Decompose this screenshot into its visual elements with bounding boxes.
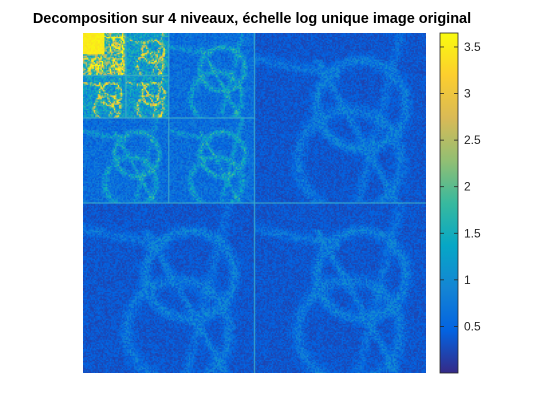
colorbar: 0.5 1 1.5 2 2.5 3 3.5 — [439, 32, 481, 374]
chart-title: Decomposition sur 4 niveaux, échelle log… — [33, 11, 471, 27]
heatmap-image — [83, 33, 426, 373]
colorbar-tick-label: 1 — [464, 273, 471, 287]
colorbar-tick-label: 1.5 — [464, 226, 481, 240]
heatmap-raster — [83, 33, 426, 373]
colorbar-tick-label: 3.5 — [464, 40, 481, 54]
colorbar-tick-label: 2 — [464, 180, 471, 194]
colorbar-tick-label: 2.5 — [464, 133, 481, 147]
colorbar-tick-label: 3 — [464, 87, 471, 101]
colorbar-tick-label: 0.5 — [464, 319, 481, 333]
colorbar-bar — [439, 32, 459, 374]
